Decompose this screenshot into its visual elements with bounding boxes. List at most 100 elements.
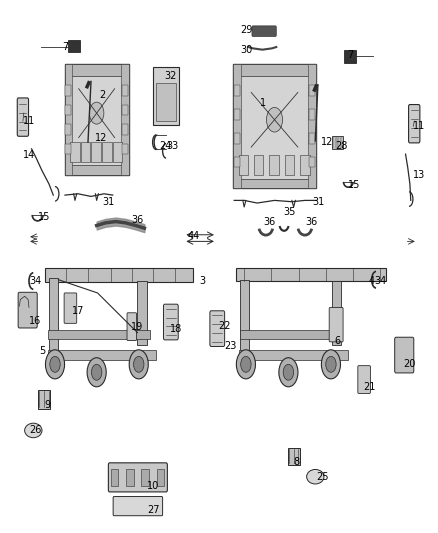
Bar bbox=[308, 64, 316, 189]
Bar bbox=[102, 142, 112, 162]
Text: 21: 21 bbox=[363, 382, 375, 392]
Bar bbox=[70, 142, 80, 162]
Bar bbox=[269, 156, 279, 175]
Text: 11: 11 bbox=[413, 122, 426, 131]
FancyBboxPatch shape bbox=[210, 311, 225, 346]
Circle shape bbox=[266, 108, 283, 132]
Circle shape bbox=[134, 357, 144, 372]
Bar bbox=[285, 156, 294, 175]
Bar bbox=[309, 133, 315, 143]
Bar bbox=[300, 156, 310, 175]
Bar bbox=[110, 470, 118, 486]
Bar bbox=[332, 281, 341, 344]
Text: 34: 34 bbox=[29, 276, 41, 286]
Circle shape bbox=[237, 350, 255, 379]
Bar bbox=[234, 157, 240, 167]
Text: 7: 7 bbox=[347, 50, 353, 60]
Circle shape bbox=[241, 357, 251, 372]
Bar bbox=[239, 156, 248, 175]
FancyBboxPatch shape bbox=[18, 292, 37, 328]
FancyBboxPatch shape bbox=[46, 268, 193, 282]
FancyBboxPatch shape bbox=[108, 463, 167, 492]
FancyBboxPatch shape bbox=[287, 448, 300, 465]
Bar bbox=[48, 350, 156, 360]
Bar bbox=[68, 41, 80, 52]
Bar bbox=[65, 124, 71, 135]
Bar bbox=[81, 142, 90, 162]
Text: 36: 36 bbox=[131, 215, 144, 225]
Text: 6: 6 bbox=[334, 336, 340, 345]
FancyBboxPatch shape bbox=[113, 497, 162, 516]
Bar bbox=[122, 143, 128, 154]
Circle shape bbox=[50, 357, 60, 372]
Bar bbox=[64, 64, 129, 76]
Text: 25: 25 bbox=[317, 472, 329, 482]
Bar bbox=[49, 278, 59, 351]
Text: 35: 35 bbox=[283, 207, 296, 217]
FancyBboxPatch shape bbox=[17, 98, 28, 136]
Text: 29: 29 bbox=[240, 25, 252, 35]
Ellipse shape bbox=[307, 470, 324, 484]
Text: 23: 23 bbox=[224, 341, 237, 351]
Bar bbox=[141, 470, 149, 486]
Text: 18: 18 bbox=[170, 324, 183, 334]
Bar bbox=[138, 281, 147, 344]
Bar bbox=[254, 156, 264, 175]
Text: 13: 13 bbox=[413, 170, 426, 180]
Text: 10: 10 bbox=[148, 481, 160, 491]
Text: 17: 17 bbox=[72, 306, 85, 317]
Bar bbox=[233, 64, 316, 76]
Bar bbox=[240, 330, 340, 339]
Text: 12: 12 bbox=[95, 133, 108, 143]
FancyBboxPatch shape bbox=[163, 304, 178, 340]
Text: 27: 27 bbox=[148, 505, 160, 515]
Bar bbox=[344, 50, 356, 63]
Bar bbox=[48, 330, 150, 339]
Bar bbox=[121, 64, 129, 175]
Text: 33: 33 bbox=[166, 141, 178, 151]
Bar bbox=[234, 85, 240, 96]
FancyBboxPatch shape bbox=[64, 64, 129, 175]
Circle shape bbox=[92, 365, 102, 380]
FancyBboxPatch shape bbox=[409, 104, 420, 143]
Circle shape bbox=[321, 350, 340, 379]
Bar bbox=[233, 179, 316, 189]
Text: 20: 20 bbox=[403, 359, 416, 369]
Text: 31: 31 bbox=[312, 197, 325, 207]
FancyBboxPatch shape bbox=[153, 67, 179, 125]
Text: 44: 44 bbox=[188, 231, 200, 241]
Text: 11: 11 bbox=[23, 116, 35, 126]
Text: 24: 24 bbox=[159, 141, 172, 151]
Bar bbox=[233, 64, 241, 189]
Bar bbox=[65, 143, 71, 154]
Bar bbox=[234, 109, 240, 120]
Text: 14: 14 bbox=[23, 150, 35, 160]
Bar bbox=[122, 124, 128, 135]
FancyBboxPatch shape bbox=[64, 293, 77, 324]
Text: 15: 15 bbox=[38, 212, 50, 222]
Bar bbox=[156, 83, 176, 121]
Text: 36: 36 bbox=[263, 216, 276, 227]
Bar bbox=[64, 64, 72, 175]
Text: 7: 7 bbox=[62, 42, 68, 52]
Text: 26: 26 bbox=[29, 425, 41, 435]
Text: 12: 12 bbox=[321, 137, 333, 147]
Bar bbox=[156, 470, 164, 486]
Bar bbox=[126, 470, 134, 486]
Text: 1: 1 bbox=[260, 98, 266, 108]
Circle shape bbox=[46, 350, 64, 379]
Text: 34: 34 bbox=[374, 276, 387, 286]
Text: 2: 2 bbox=[100, 90, 106, 100]
Text: 28: 28 bbox=[335, 141, 348, 151]
FancyBboxPatch shape bbox=[233, 64, 316, 189]
Text: 3: 3 bbox=[199, 276, 205, 286]
Bar bbox=[122, 85, 128, 96]
FancyBboxPatch shape bbox=[252, 26, 276, 36]
FancyBboxPatch shape bbox=[127, 313, 137, 341]
FancyBboxPatch shape bbox=[358, 366, 371, 393]
Circle shape bbox=[283, 365, 293, 380]
Circle shape bbox=[279, 358, 298, 387]
Text: 5: 5 bbox=[39, 346, 45, 356]
Ellipse shape bbox=[25, 423, 42, 438]
Text: 30: 30 bbox=[240, 45, 252, 55]
